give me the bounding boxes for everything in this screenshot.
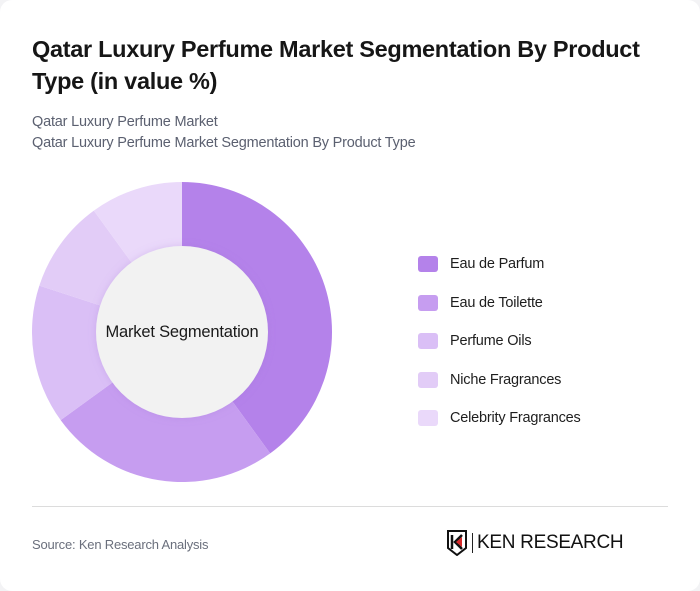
legend-label: Eau de Parfum [450,256,545,273]
legend-label: Niche Fragrances [450,371,562,388]
legend-swatch [418,410,438,427]
source-note: Source: Ken Research Analysis [32,537,209,552]
legend-label: Eau de Toilette [450,294,543,311]
logo-text: KEN RESEARCH [477,532,624,553]
legend-item-eau-de-parfum[interactable]: Eau de Parfum [418,245,581,284]
donut-chart [32,182,332,482]
donut-center [96,246,268,418]
legend-swatch [418,333,438,350]
ken-research-shield-icon [447,530,467,556]
logo-separator [472,533,473,553]
donut-center-label: Market Segmentation [105,322,259,341]
footer-divider [32,506,668,507]
legend-swatch [418,371,438,388]
legend-swatch [418,294,438,311]
chart-subtitle-market: Qatar Luxury Perfume Market [32,114,218,130]
legend-item-niche-fragrances[interactable]: Niche Fragrances [418,361,581,400]
legend-item-eau-de-toilette[interactable]: Eau de Toilette [418,284,581,323]
chart-subtitle-segmentation: Qatar Luxury Perfume Market Segmentation… [32,135,416,151]
legend-swatch [418,256,438,273]
legend-item-perfume-oils[interactable]: Perfume Oils [418,322,581,361]
legend-item-celebrity-fragrances[interactable]: Celebrity Fragrances [418,399,581,438]
legend-label: Perfume Oils [450,333,532,350]
chart-title: Qatar Luxury Perfume Market Segmentation… [32,36,640,94]
ken-research-logo: KEN RESEARCH [447,530,624,556]
legend-label: Celebrity Fragrances [450,410,581,427]
chart-legend: Eau de Parfum Eau de Toilette Perfume Oi… [418,245,581,438]
